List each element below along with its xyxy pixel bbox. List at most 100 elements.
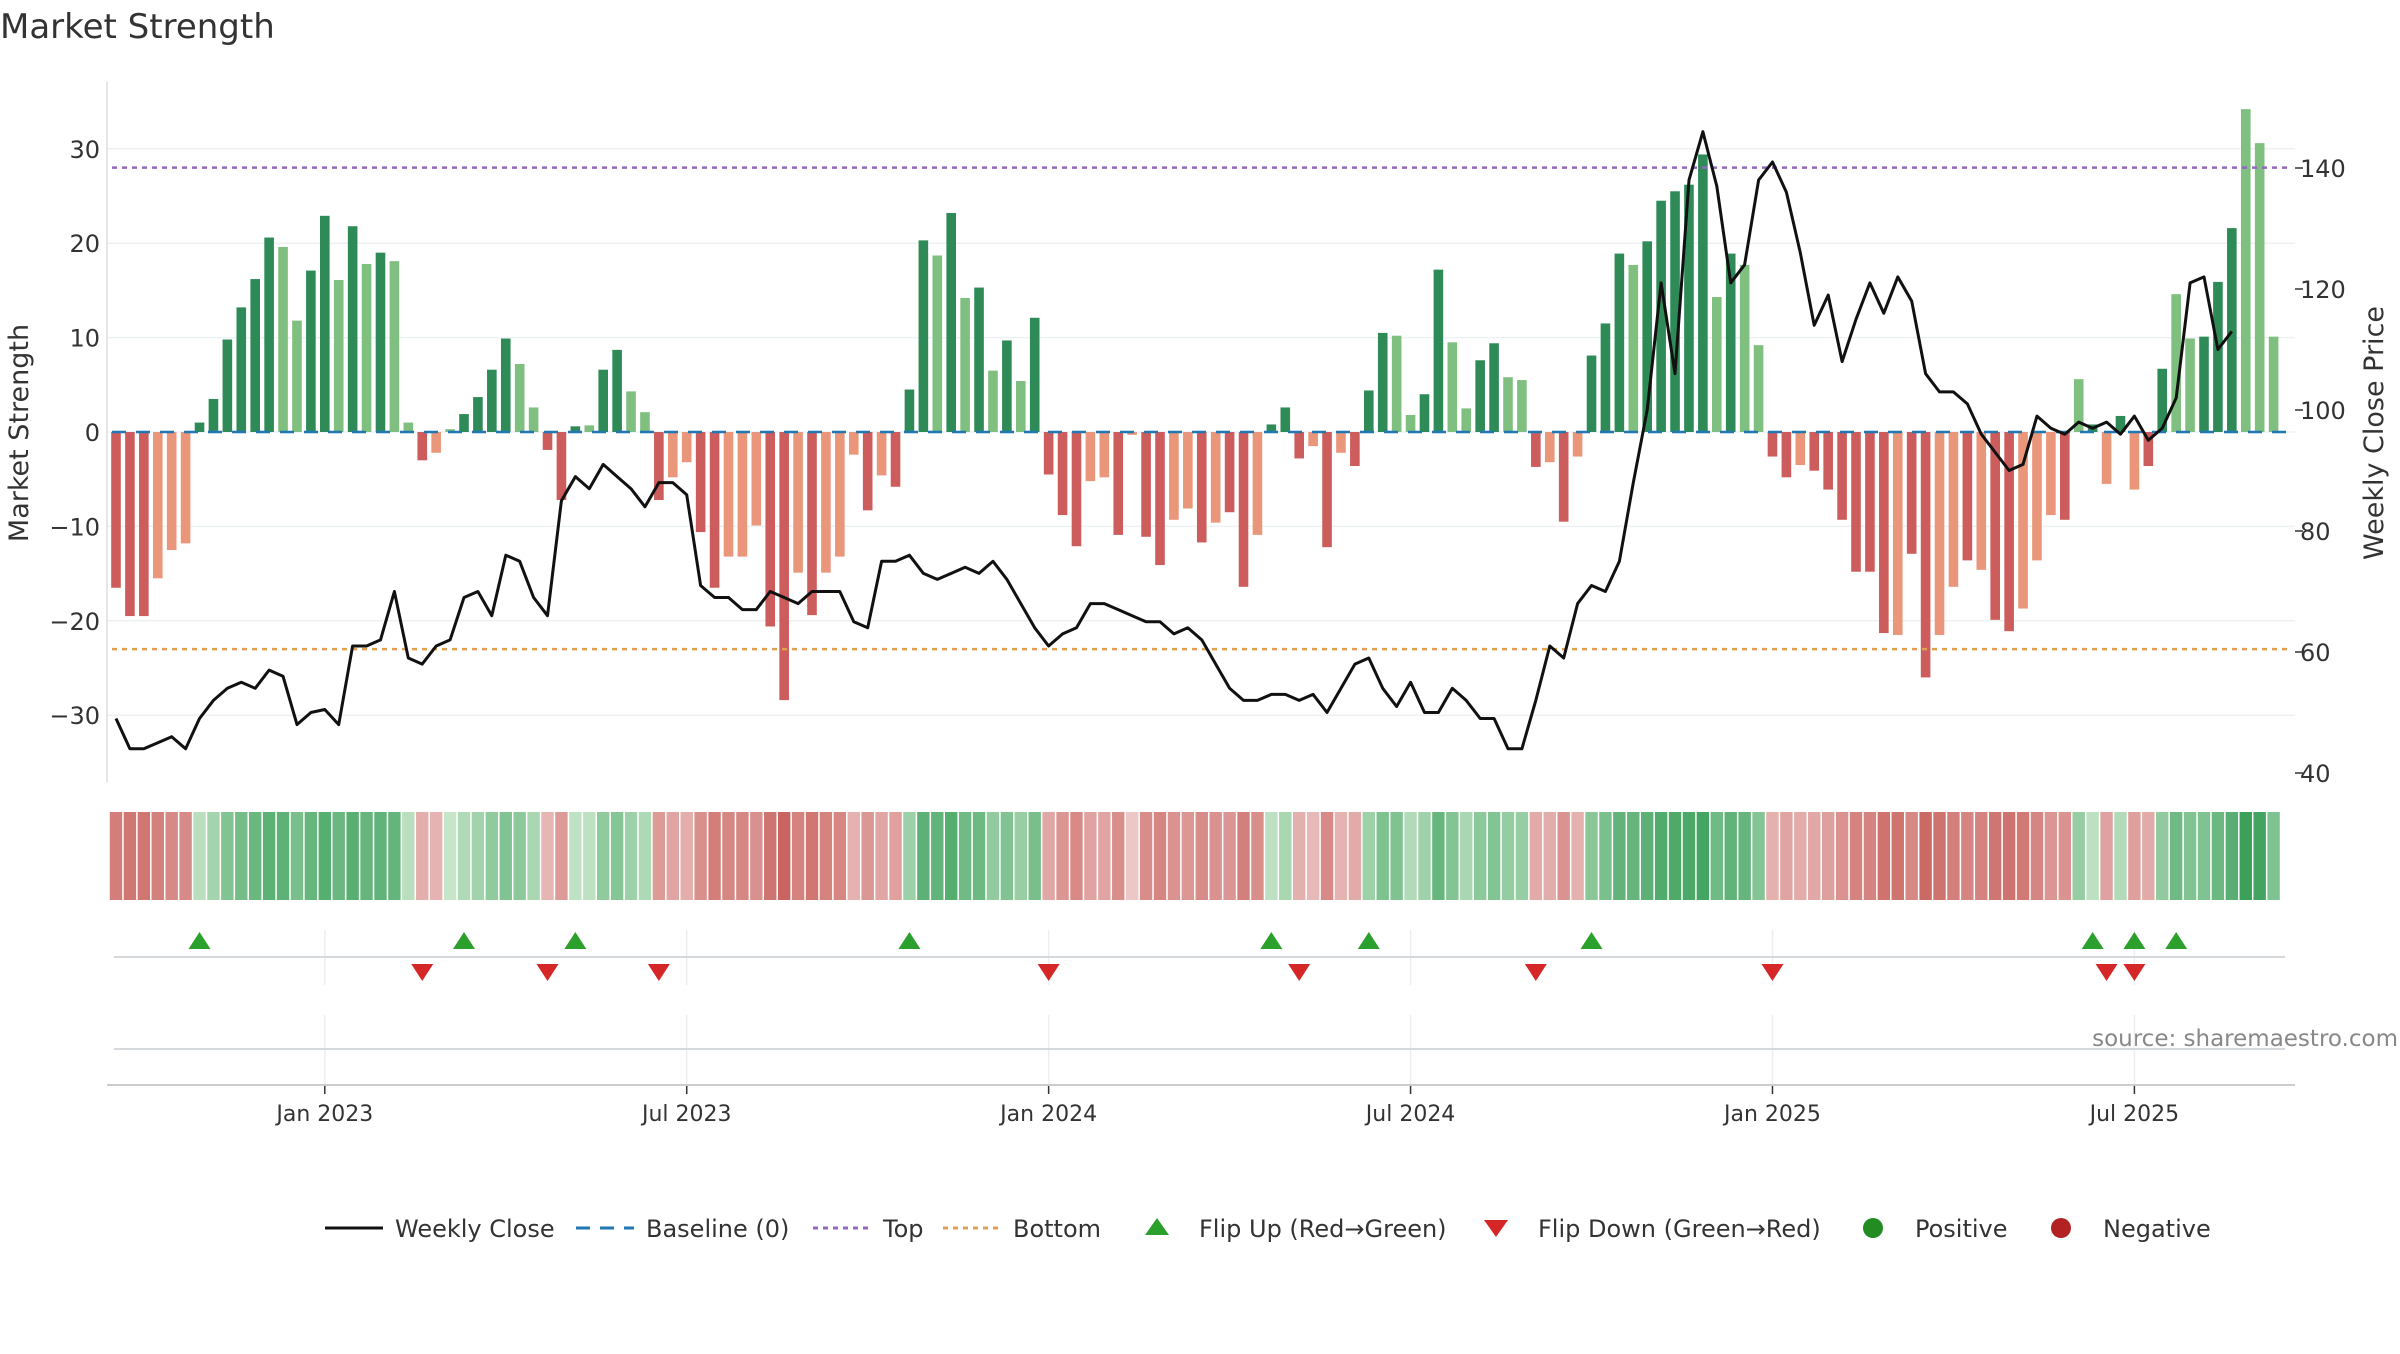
strength-bar	[528, 407, 539, 432]
strength-bar	[2227, 228, 2237, 432]
flip-up-marker	[188, 932, 211, 949]
strength-bar	[960, 297, 970, 432]
x-tick-label: Jul 2023	[640, 1102, 732, 1127]
heat-cell	[583, 812, 596, 900]
heat-cell	[1306, 812, 1320, 900]
flip-up-marker	[2081, 932, 2104, 949]
heat-cell	[875, 812, 888, 900]
heat-cell	[1989, 812, 2002, 900]
y-tick-label: 30	[69, 136, 100, 164]
strength-bar	[640, 412, 650, 432]
strength-bar	[2115, 415, 2126, 432]
legend-item: Baseline (0)	[576, 1215, 789, 1243]
heat-cell	[1181, 812, 1195, 900]
heat-cell	[624, 812, 638, 900]
legend-swatch-flip-up	[1145, 1218, 1169, 1235]
strength-bar	[1670, 191, 1680, 432]
legend-item: Top	[813, 1215, 924, 1243]
strength-bar	[584, 425, 595, 432]
heat-cell	[1251, 812, 1264, 900]
strength-bar	[2032, 432, 2042, 561]
heat-cell	[1682, 812, 1696, 900]
strength-bar	[1934, 432, 1945, 635]
strength-bar	[208, 398, 219, 432]
strength-bar	[152, 432, 163, 579]
strength-bar	[626, 391, 636, 432]
strength-bar	[681, 432, 692, 463]
heat-cell	[318, 812, 331, 900]
strength-bar	[1210, 432, 1221, 523]
x-tick-label: Jan 2025	[1722, 1102, 1821, 1127]
strength-bar	[1851, 432, 1861, 572]
strength-bar	[695, 432, 706, 533]
heat-cell	[2239, 812, 2252, 900]
flip-up-marker	[1580, 932, 1603, 949]
strength-bar	[1823, 432, 1833, 490]
heat-cell	[791, 812, 805, 900]
heat-cell	[1529, 812, 1543, 900]
heat-cell	[1543, 812, 1556, 900]
strength-bar	[1753, 345, 1764, 432]
heat-cell	[290, 812, 304, 900]
strength-bar	[1517, 380, 1527, 432]
strength-bar	[1642, 241, 1652, 432]
strength-bar	[1322, 432, 1332, 548]
heat-cell	[1376, 812, 1389, 900]
flip-up-marker	[2123, 932, 2146, 949]
strength-bar	[487, 369, 497, 432]
heat-cell	[332, 812, 345, 900]
strength-bar	[180, 432, 191, 544]
y2-tick-label: 140	[2300, 155, 2346, 183]
strength-bar	[166, 432, 177, 550]
heat-cell	[179, 812, 192, 900]
strength-bar	[612, 349, 622, 432]
strength-bar	[347, 226, 358, 432]
heat-cell	[1501, 812, 1515, 900]
strength-bar	[2101, 432, 2112, 484]
heat-cell	[777, 812, 791, 900]
heat-cell	[527, 812, 540, 900]
flip-up-marker	[898, 932, 921, 949]
strength-bar	[1572, 432, 1583, 457]
heat-cell	[1933, 812, 1946, 900]
strength-bar	[320, 215, 330, 432]
legend-label: Weekly Close	[395, 1215, 555, 1243]
y-axis-label: Market Strength	[4, 324, 35, 542]
heat-cell	[1794, 812, 1807, 900]
heat-cell	[1084, 812, 1097, 900]
strength-bar	[1906, 432, 1917, 554]
strength-bar	[514, 364, 525, 432]
heat-cell	[1320, 812, 1334, 900]
heat-cell	[1961, 812, 1974, 900]
strength-bar	[1558, 432, 1569, 522]
flip-markers	[188, 932, 2188, 981]
strength-bar	[1141, 432, 1151, 537]
heat-cell	[2058, 812, 2071, 900]
heat-cell	[151, 812, 164, 900]
strength-bar	[222, 339, 233, 432]
heat-cell	[2100, 812, 2113, 900]
strength-bar	[1196, 432, 1207, 543]
heat-cell	[847, 812, 860, 900]
strength-bar	[306, 270, 316, 432]
flip-up-marker	[1260, 932, 1283, 949]
flip-down-marker	[2095, 964, 2118, 981]
heat-cell	[1515, 812, 1529, 900]
strength-bar	[2046, 432, 2056, 516]
heat-cell	[903, 812, 916, 900]
strength-bar	[1461, 408, 1472, 432]
strength-bar	[1127, 432, 1137, 435]
strength-bar	[194, 422, 205, 432]
heat-cell	[2072, 812, 2085, 900]
heat-cell	[1724, 812, 1737, 900]
heat-cell	[1668, 812, 1682, 900]
heat-cell	[1265, 812, 1278, 900]
heat-cell	[555, 812, 568, 900]
strength-bar	[236, 307, 247, 432]
strength-bar	[1600, 323, 1611, 432]
strength-bar	[821, 432, 831, 573]
heat-cell	[638, 812, 652, 900]
flip-up-marker	[564, 932, 587, 949]
legend-swatch-negative	[2051, 1218, 2071, 1238]
